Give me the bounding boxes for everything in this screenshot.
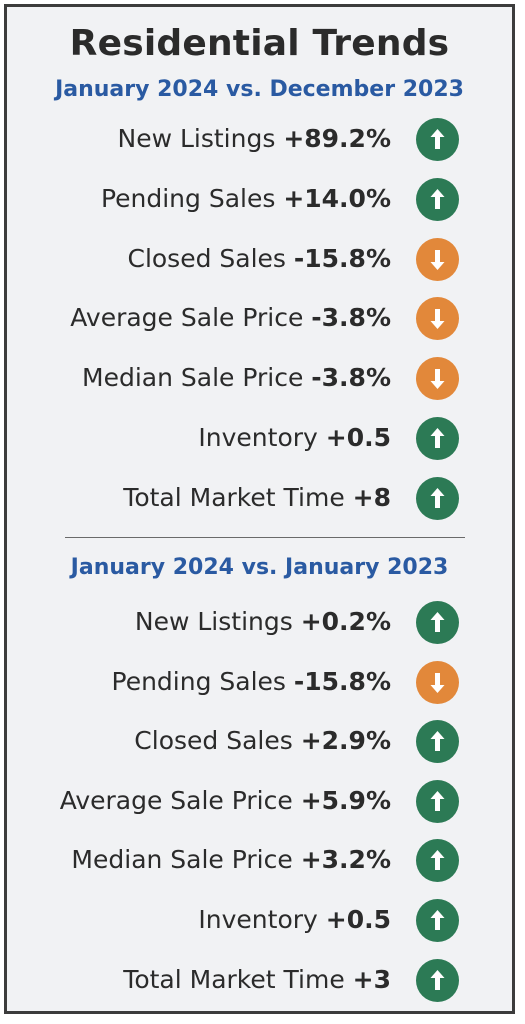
trend-row: New Listings +89.2% bbox=[7, 115, 467, 163]
trend-value: -15.8% bbox=[293, 243, 391, 273]
arrow-down-icon bbox=[416, 237, 459, 281]
arrow-up-icon bbox=[416, 899, 459, 942]
trend-row: Pending Sales +14.0% bbox=[7, 175, 467, 223]
trend-value: +2.9% bbox=[300, 726, 391, 756]
trend-row: Median Sale Price +3.2% bbox=[7, 836, 467, 884]
trend-row: Total Market Time +8 bbox=[7, 474, 467, 522]
trend-value: +3.2% bbox=[300, 845, 391, 875]
trend-text: Inventory +0.5 bbox=[198, 896, 391, 944]
residential-trends-card: Residential Trends January 2024 vs. Dece… bbox=[4, 4, 515, 1014]
arrow-up-icon bbox=[416, 476, 459, 520]
trend-row: New Listings +0.2% bbox=[7, 598, 467, 646]
arrow-down-icon bbox=[416, 357, 459, 401]
arrow-up-icon bbox=[416, 417, 459, 460]
trend-row: Median Sale Price -3.8% bbox=[7, 354, 467, 402]
arrow-up-icon bbox=[416, 601, 459, 644]
trend-text: Median Sale Price +3.2% bbox=[71, 836, 391, 884]
trend-row: Inventory +0.5 bbox=[7, 414, 467, 462]
trend-text: Pending Sales +14.0% bbox=[101, 175, 391, 223]
trend-value: +0.5 bbox=[325, 905, 391, 934]
trend-row: Average Sale Price -3.8% bbox=[7, 294, 467, 342]
arrow-down-icon bbox=[416, 660, 459, 704]
arrow-down-icon bbox=[416, 297, 459, 341]
trend-text: Pending Sales -15.8% bbox=[112, 658, 391, 706]
arrow-up-icon bbox=[416, 720, 459, 764]
arrow-up-icon bbox=[416, 839, 459, 883]
trend-label: New Listings bbox=[117, 124, 284, 153]
section-divider bbox=[65, 537, 465, 538]
page-title: Residential Trends bbox=[69, 23, 450, 64]
trend-text: Inventory +0.5 bbox=[198, 414, 391, 462]
trend-text: New Listings +0.2% bbox=[135, 598, 391, 646]
arrow-up-icon bbox=[416, 958, 459, 1002]
trend-row: Closed Sales -15.8% bbox=[7, 235, 467, 283]
trend-label: Pending Sales bbox=[111, 666, 294, 696]
trend-value: +8 bbox=[352, 482, 391, 512]
trend-value: +3 bbox=[352, 964, 391, 994]
trend-value: -3.8% bbox=[311, 363, 391, 393]
trend-text: Average Sale Price -3.8% bbox=[70, 294, 391, 342]
trend-row: Inventory +0.5 bbox=[7, 896, 467, 944]
arrow-up-icon bbox=[416, 177, 459, 221]
trend-value: -15.8% bbox=[293, 666, 391, 696]
trend-text: Total Market Time +3 bbox=[123, 956, 391, 1004]
trend-row: Total Market Time +3 bbox=[7, 956, 467, 1004]
trend-label: Median Sale Price bbox=[82, 363, 312, 393]
trend-text: New Listings +89.2% bbox=[118, 115, 392, 163]
trend-row: Closed Sales +2.9% bbox=[7, 717, 467, 765]
trend-label: New Listings bbox=[134, 607, 301, 636]
section-1-subtitle: January 2024 vs. December 2023 bbox=[55, 77, 464, 102]
trend-row: Average Sale Price +5.9% bbox=[7, 777, 467, 825]
trend-row: Pending Sales -15.8% bbox=[7, 658, 467, 706]
trend-label: Closed Sales bbox=[127, 243, 294, 273]
trend-label: Median Sale Price bbox=[71, 845, 301, 875]
trend-text: Closed Sales +2.9% bbox=[134, 717, 391, 765]
trend-value: +0.2% bbox=[300, 607, 391, 636]
trend-value: -3.8% bbox=[311, 303, 391, 333]
trend-label: Average Sale Price bbox=[59, 785, 301, 815]
trend-label: Inventory bbox=[198, 423, 326, 452]
arrow-up-icon bbox=[416, 118, 459, 161]
section-2-subtitle: January 2024 vs. January 2023 bbox=[70, 555, 449, 580]
trend-label: Total Market Time bbox=[123, 482, 353, 512]
trend-text: Closed Sales -15.8% bbox=[127, 235, 391, 283]
trend-label: Total Market Time bbox=[123, 964, 353, 994]
trend-text: Total Market Time +8 bbox=[123, 474, 391, 522]
trend-label: Inventory bbox=[198, 905, 326, 934]
trend-value: +0.5 bbox=[325, 423, 391, 452]
arrow-up-icon bbox=[416, 779, 459, 823]
trend-text: Average Sale Price +5.9% bbox=[60, 777, 391, 825]
trend-value: +14.0% bbox=[283, 183, 391, 213]
trend-text: Median Sale Price -3.8% bbox=[82, 354, 391, 402]
trend-value: +5.9% bbox=[300, 785, 391, 815]
trend-label: Average Sale Price bbox=[70, 303, 312, 333]
trend-label: Closed Sales bbox=[134, 726, 301, 756]
trend-value: +89.2% bbox=[283, 124, 391, 153]
trend-label: Pending Sales bbox=[100, 183, 284, 213]
